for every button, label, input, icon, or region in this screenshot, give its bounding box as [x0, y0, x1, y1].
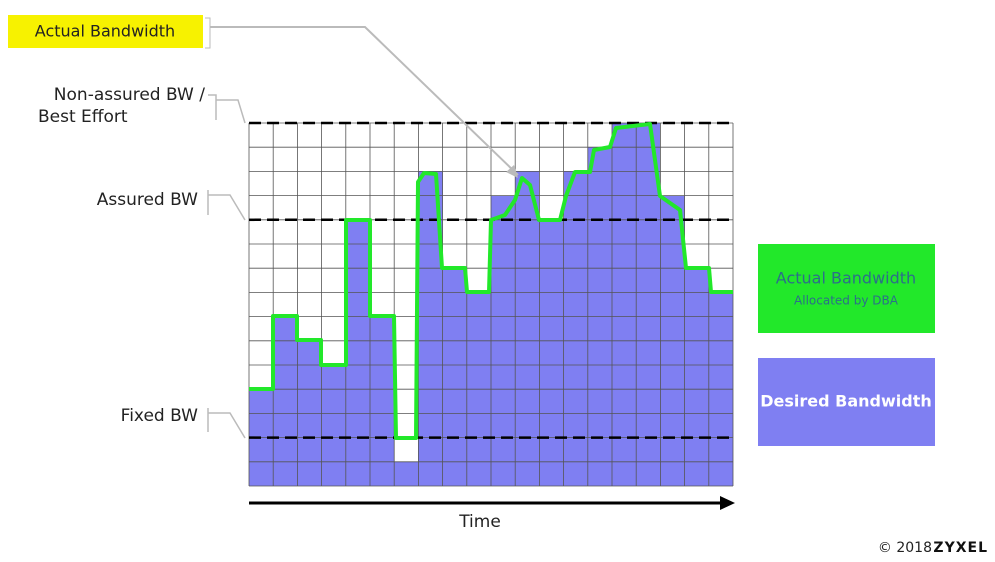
x-axis-label: Time [458, 512, 501, 532]
label-fixed: Fixed BW [121, 406, 199, 426]
callout-box [8, 15, 203, 48]
bandwidth-plot [248, 121, 734, 487]
leader-line [210, 26, 519, 176]
legend-desired [758, 358, 935, 446]
bracket [205, 17, 211, 49]
label-non-assured: Best Effort [38, 107, 128, 127]
label-non-assured: Non-assured BW / [54, 85, 205, 105]
brand: ZYXEL [933, 540, 988, 556]
legend-actual-subtitle: Allocated by DBA [794, 294, 899, 308]
brackets [207, 94, 246, 439]
time-arrow [720, 496, 735, 510]
legend-actual-title: Actual Bandwidth [776, 269, 916, 288]
legend-actual [758, 244, 935, 333]
copyright: © 2018 [878, 540, 932, 556]
actual-line [249, 122, 733, 440]
label-assured: Assured BW [97, 190, 198, 210]
leader-arrow [506, 165, 518, 178]
legend-desired-text: Desired Bandwidth [760, 392, 932, 411]
callout-text: Actual Bandwidth [35, 22, 175, 41]
